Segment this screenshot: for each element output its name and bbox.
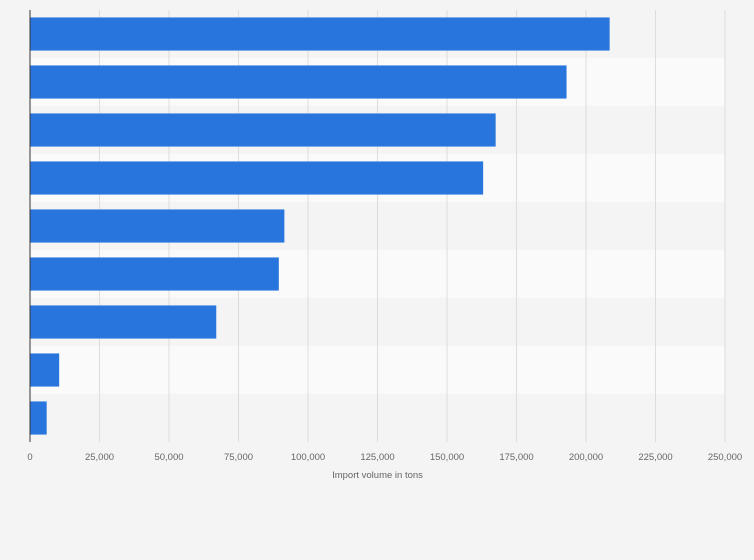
bar[interactable] bbox=[30, 401, 47, 435]
bar[interactable] bbox=[30, 17, 610, 51]
bars bbox=[30, 17, 610, 435]
x-tick-label: 200,000 bbox=[569, 452, 603, 463]
x-tick-label: 50,000 bbox=[154, 452, 183, 463]
bar[interactable] bbox=[30, 65, 567, 99]
x-axis-title: Import volume in tons bbox=[332, 470, 423, 481]
x-tick-label: 225,000 bbox=[638, 452, 672, 463]
x-tick-label: 250,000 bbox=[708, 452, 742, 463]
bar[interactable] bbox=[30, 353, 60, 387]
x-tick-label: 175,000 bbox=[499, 452, 533, 463]
x-tick-label: 125,000 bbox=[360, 452, 394, 463]
x-tick-label: 100,000 bbox=[291, 452, 325, 463]
x-tick-label: 0 bbox=[27, 452, 32, 463]
x-axis-ticks: 0 25,000 50,000 75,000 100,000 125,000 150,000… bbox=[27, 452, 742, 463]
x-tick-label: 25,000 bbox=[85, 452, 114, 463]
bar[interactable] bbox=[30, 209, 285, 243]
x-tick-label: 75,000 bbox=[224, 452, 253, 463]
x-tick-label: 150,000 bbox=[430, 452, 464, 463]
bar[interactable] bbox=[30, 113, 496, 147]
bar[interactable] bbox=[30, 305, 217, 339]
bar[interactable] bbox=[30, 161, 484, 195]
bar[interactable] bbox=[30, 257, 279, 291]
